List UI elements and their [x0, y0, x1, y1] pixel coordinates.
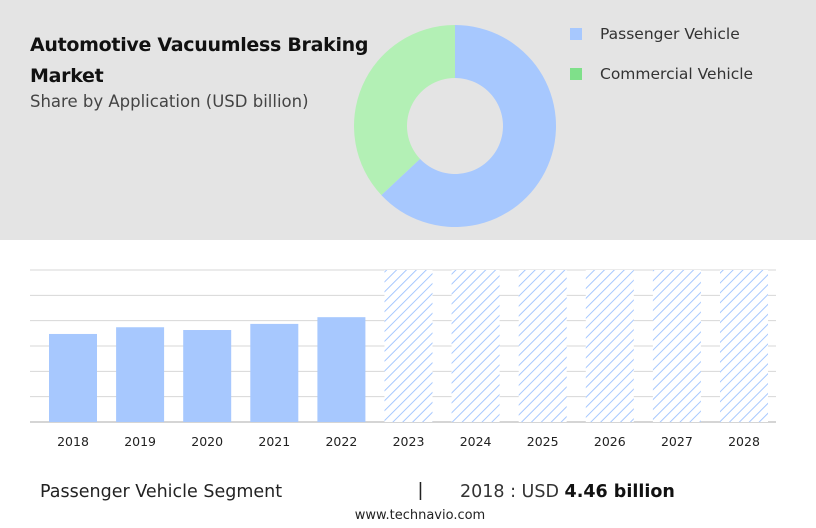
x-tick-label: 2022: [325, 434, 357, 449]
bar-2018: [49, 333, 97, 422]
x-tick-label: 2027: [661, 434, 693, 449]
donut-chart: [354, 25, 556, 227]
x-tick-label: 2018: [57, 434, 89, 449]
bar-forecast-2023: [384, 270, 433, 422]
bar-chart: 2018 2019 2020 2021 2022 2023 2024 2025 2026 2027…: [30, 269, 776, 449]
bar-forecast-2027: [652, 270, 701, 422]
legend-item-commercial: Commercial Vehicle: [570, 64, 753, 84]
footer-separator: |: [418, 480, 423, 501]
legend-label-passenger: Passenger Vehicle: [600, 25, 740, 43]
x-tick-label: 2026: [594, 434, 626, 449]
x-tick-label: 2025: [527, 434, 559, 449]
x-tick-label: 2021: [258, 434, 290, 449]
bar-forecast-2025: [518, 270, 567, 422]
bar-forecast-2026: [585, 270, 634, 422]
x-tick-label: 2024: [460, 434, 492, 449]
footer-value-bold: 4.46 billion: [564, 482, 675, 502]
x-tick-label: 2020: [191, 434, 223, 449]
bar-2021: [250, 323, 299, 422]
footer-url: www.technavio.com: [354, 508, 486, 523]
footer-value-prefix: 2018 : USD: [460, 482, 559, 502]
footer-value: 2018 : USD 4.46 billion: [460, 482, 675, 502]
footer-segment-label: Passenger Vehicle Segment: [40, 482, 283, 502]
donut-slice-passenger-vehicle: [381, 25, 556, 227]
bar-forecast-2028: [720, 270, 768, 422]
legend: Passenger Vehicle Commercial Vehicle: [570, 24, 753, 104]
bar-2020: [183, 330, 232, 422]
chart-title: Automotive Vacuumless Braking Market: [30, 34, 369, 87]
bar-forecast-2024: [451, 270, 500, 422]
bar-2019: [116, 327, 165, 422]
x-tick-label: 2023: [393, 434, 425, 449]
chart-subtitle: Share by Application (USD billion): [30, 92, 309, 111]
legend-swatch-commercial: [570, 68, 582, 80]
legend-swatch-passenger: [570, 28, 582, 40]
bar-2022: [317, 317, 366, 422]
x-tick-label: 2028: [728, 434, 760, 449]
legend-item-passenger: Passenger Vehicle: [570, 24, 753, 44]
donut-slice-commercial-vehicle: [354, 25, 455, 196]
x-tick-label: 2019: [124, 434, 156, 449]
legend-label-commercial: Commercial Vehicle: [600, 65, 754, 83]
